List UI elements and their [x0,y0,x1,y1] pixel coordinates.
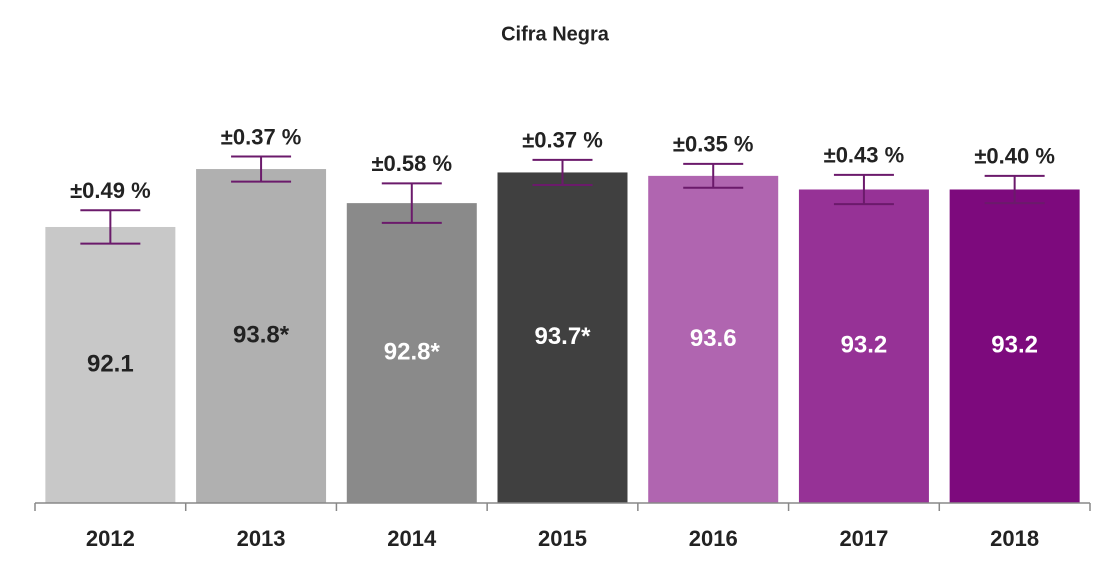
value-label: 93.2 [841,332,888,359]
value-label: 92.1 [87,350,134,377]
error-bar [381,182,442,224]
x-tick-label: 2016 [689,526,738,551]
error-label: ±0.35 % [673,132,754,157]
bar [346,203,477,503]
x-tick-label: 2018 [990,526,1039,551]
error-bar [80,209,141,245]
error-label: ±0.37 % [221,124,302,149]
bar [45,226,176,503]
bar [196,169,327,504]
error-bar [833,173,894,206]
error-label: ±0.43 % [824,143,905,168]
x-tick-label: 2012 [86,526,135,551]
x-tick-label: 2013 [237,526,286,551]
chart-title: Cifra Negra [501,23,610,45]
value-label: 93.7* [534,323,591,350]
value-label: 93.2 [991,332,1038,359]
bar [949,189,1080,503]
x-tick-label: 2017 [839,526,888,551]
bar [798,189,929,503]
error-label: ±0.49 % [70,178,151,203]
error-bar [231,155,292,183]
error-bar [683,162,744,189]
value-label: 93.6 [690,325,737,352]
value-label: 93.8* [233,321,290,348]
bar [497,172,628,503]
error-label: ±0.40 % [974,144,1055,169]
error-label: ±0.58 % [371,151,452,176]
value-label: 92.8* [384,338,441,365]
error-label: ±0.37 % [522,128,603,153]
bar [648,175,779,503]
x-tick-label: 2014 [387,526,437,551]
x-tick-label: 2015 [538,526,587,551]
error-bar [984,174,1045,205]
error-bar [532,158,593,187]
